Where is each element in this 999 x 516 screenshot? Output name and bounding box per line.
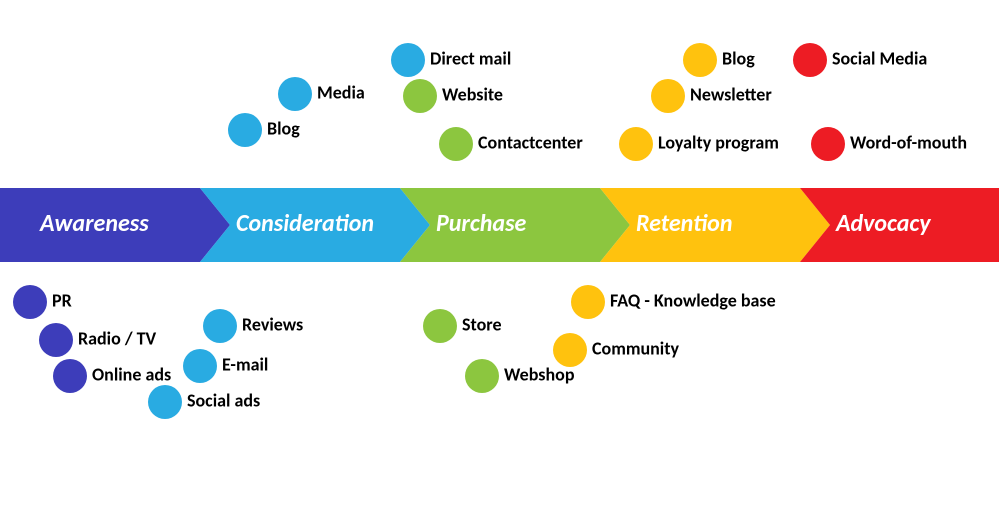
- dot-icon: [619, 127, 653, 161]
- dot-icon: [228, 113, 262, 147]
- touchpoint-label: Reviews: [242, 313, 303, 335]
- dot-icon: [148, 385, 182, 419]
- stage-label-retention: Retention: [636, 209, 732, 238]
- touchpoint-website: Website: [403, 79, 503, 113]
- dot-icon: [571, 285, 605, 319]
- dot-icon: [183, 349, 217, 383]
- touchpoint-label: Contactcenter: [478, 131, 583, 153]
- touchpoint-label: E-mail: [222, 353, 268, 375]
- touchpoint-social-ads: Social ads: [148, 385, 260, 419]
- touchpoint-label: Word-of-mouth: [850, 131, 967, 153]
- dot-icon: [553, 333, 587, 367]
- dot-icon: [278, 77, 312, 111]
- dot-icon: [651, 79, 685, 113]
- touchpoint-label: Loyalty program: [658, 131, 779, 153]
- touchpoint-blog-cons: Blog: [228, 113, 300, 147]
- dot-icon: [465, 359, 499, 393]
- touchpoint-reviews: Reviews: [203, 309, 303, 343]
- touchpoint-label: Store: [462, 313, 502, 335]
- dot-icon: [403, 79, 437, 113]
- touchpoint-label: Radio / TV: [78, 327, 157, 349]
- touchpoint-community: Community: [553, 333, 679, 367]
- touchpoint-label: Social Media: [832, 47, 927, 69]
- touchpoint-newsletter: Newsletter: [651, 79, 772, 113]
- touchpoint-pr: PR: [13, 285, 72, 319]
- touchpoint-webshop: Webshop: [465, 359, 575, 393]
- touchpoint-faq: FAQ - Knowledge base: [571, 285, 776, 319]
- touchpoint-store: Store: [423, 309, 502, 343]
- touchpoint-label: Social ads: [187, 389, 260, 411]
- touchpoint-media: Media: [278, 77, 365, 111]
- dot-icon: [439, 127, 473, 161]
- dot-icon: [811, 127, 845, 161]
- touchpoint-label: Webshop: [504, 363, 575, 385]
- dot-icon: [423, 309, 457, 343]
- touchpoint-label: Website: [442, 83, 503, 105]
- touchpoint-label: Online ads: [92, 363, 171, 385]
- dot-icon: [39, 323, 73, 357]
- touchpoint-social-media: Social Media: [793, 43, 927, 77]
- touchpoint-label: Direct mail: [430, 47, 511, 69]
- touchpoint-email: E-mail: [183, 349, 268, 383]
- stage-label-awareness: Awareness: [39, 209, 149, 238]
- touchpoint-blog-ret: Blog: [683, 43, 755, 77]
- stage-label-advocacy: Advocacy: [835, 209, 931, 238]
- stage-label-purchase: Purchase: [436, 209, 527, 238]
- touchpoint-online-ads: Online ads: [53, 359, 171, 393]
- stage-label-consideration: Consideration: [236, 209, 374, 238]
- touchpoint-direct-mail: Direct mail: [391, 43, 511, 77]
- touchpoint-label: FAQ - Knowledge base: [610, 289, 776, 311]
- touchpoint-contactcenter: Contactcenter: [439, 127, 583, 161]
- dot-icon: [53, 359, 87, 393]
- dot-icon: [203, 309, 237, 343]
- dot-icon: [683, 43, 717, 77]
- touchpoint-label: PR: [52, 289, 72, 311]
- dot-icon: [391, 43, 425, 77]
- touchpoint-loyalty: Loyalty program: [619, 127, 779, 161]
- touchpoint-label: Newsletter: [690, 83, 772, 105]
- touchpoint-word-of-mouth: Word-of-mouth: [811, 127, 967, 161]
- touchpoint-label: Community: [592, 337, 679, 359]
- dot-icon: [793, 43, 827, 77]
- touchpoint-radio-tv: Radio / TV: [39, 323, 157, 357]
- touchpoint-label: Blog: [722, 47, 755, 69]
- dot-icon: [13, 285, 47, 319]
- touchpoint-label: Media: [317, 81, 365, 103]
- touchpoint-label: Blog: [267, 117, 300, 139]
